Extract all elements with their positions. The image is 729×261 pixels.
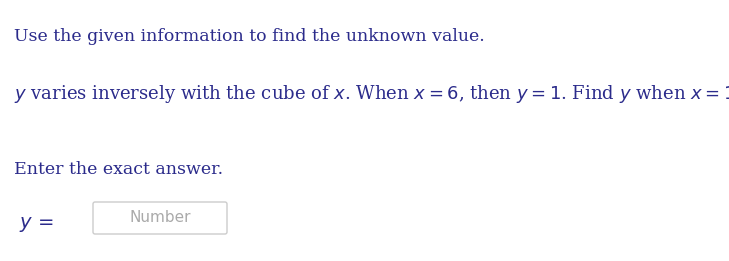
Text: Enter the exact answer.: Enter the exact answer. [14,161,223,178]
Text: Number: Number [129,211,191,226]
FancyBboxPatch shape [93,202,227,234]
Text: Use the given information to find the unknown value.: Use the given information to find the un… [14,28,485,45]
Text: $y$ varies inversely with the cube of $x$. When $x = 6$, then $y = 1$. Find $y$ : $y$ varies inversely with the cube of $x… [14,83,729,105]
Text: $y\,=$: $y\,=$ [19,215,55,234]
